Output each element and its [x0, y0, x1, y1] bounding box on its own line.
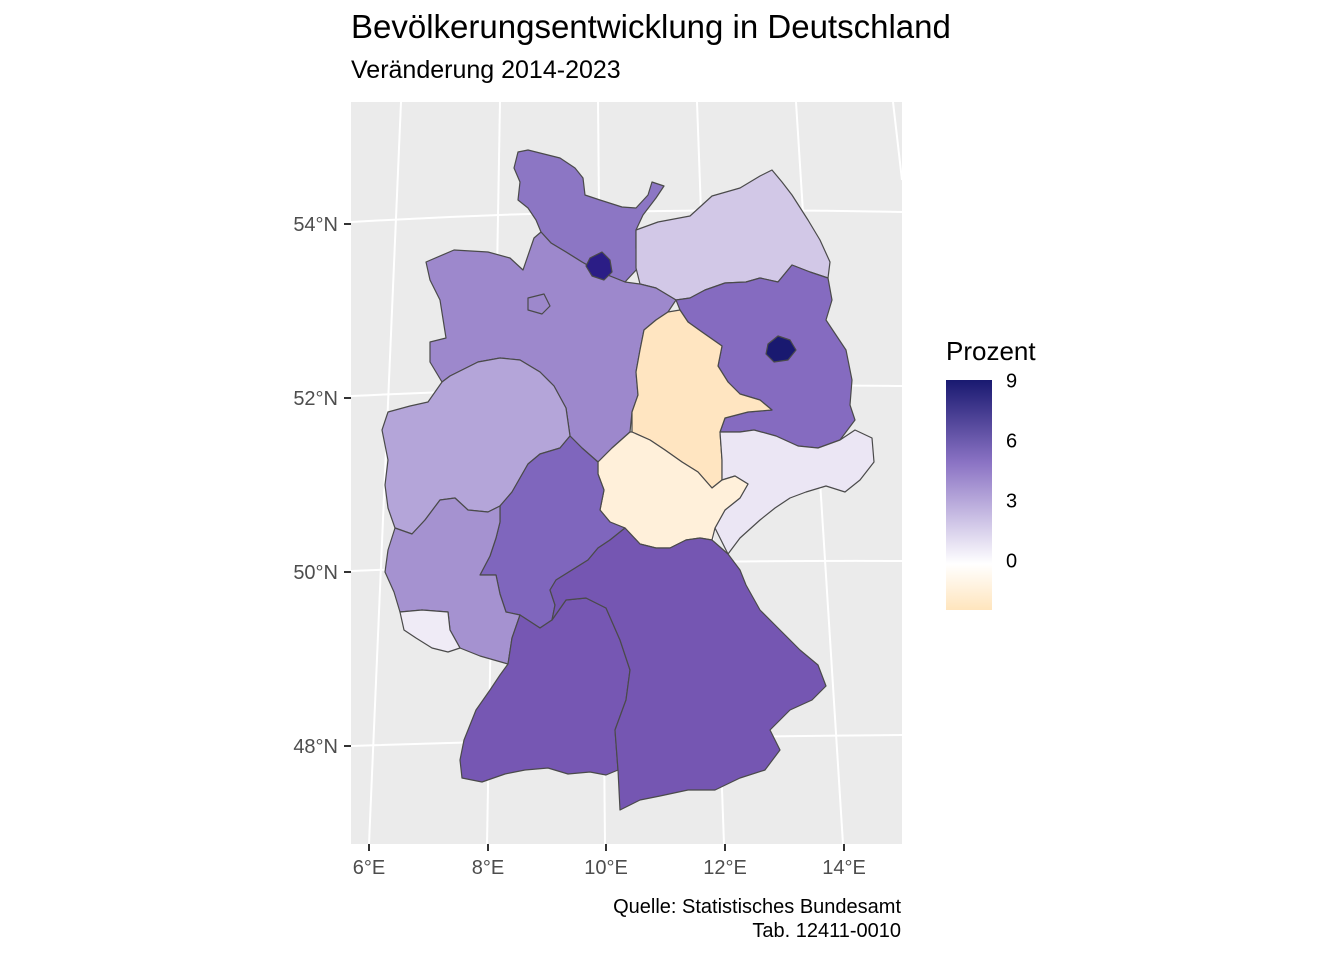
lon-label-12: 12°E	[703, 857, 747, 879]
legend-colorbar	[946, 380, 992, 610]
lat-label-50: 50°N	[293, 562, 338, 584]
lat-label-52: 52°N	[293, 388, 338, 410]
gridline-16e	[892, 102, 902, 181]
states-layer	[381, 149, 875, 811]
lat-label-48: 48°N	[293, 736, 338, 758]
caption: Quelle: Statistisches Bundesamt Tab. 124…	[613, 895, 901, 943]
legend-title: Prozent	[946, 336, 1036, 366]
state-hamburg[interactable]	[585, 251, 613, 281]
state-bremen[interactable]	[527, 293, 551, 315]
caption-source: Quelle: Statistisches Bundesamt	[613, 896, 901, 918]
chart-title: Bevölkerungsentwicklung in Deutschland	[351, 8, 951, 45]
state-berlin[interactable]	[765, 335, 797, 363]
lat-label-54: 54°N	[293, 214, 338, 236]
state-bayern[interactable]	[549, 527, 827, 811]
legend-tick-9: 9	[1006, 370, 1018, 393]
legend-tick-0: 0	[1006, 550, 1018, 573]
legend-tick-6: 6	[1006, 430, 1018, 453]
legend-tick-3: 3	[1006, 490, 1018, 513]
lon-axis: 6°E 8°E 10°E 12°E 14°E	[353, 844, 866, 879]
chart-subtitle: Veränderung 2014-2023	[351, 56, 621, 84]
lat-axis: 54°N 52°N 50°N 48°N	[293, 214, 351, 758]
lon-label-8: 8°E	[472, 857, 504, 879]
lon-label-6: 6°E	[353, 857, 385, 879]
lon-label-10: 10°E	[584, 857, 628, 879]
state-saarland[interactable]	[399, 609, 461, 653]
lon-label-14: 14°E	[822, 857, 866, 879]
caption-table: Tab. 12411-0010	[752, 920, 901, 942]
gridline-6e	[368, 102, 402, 844]
